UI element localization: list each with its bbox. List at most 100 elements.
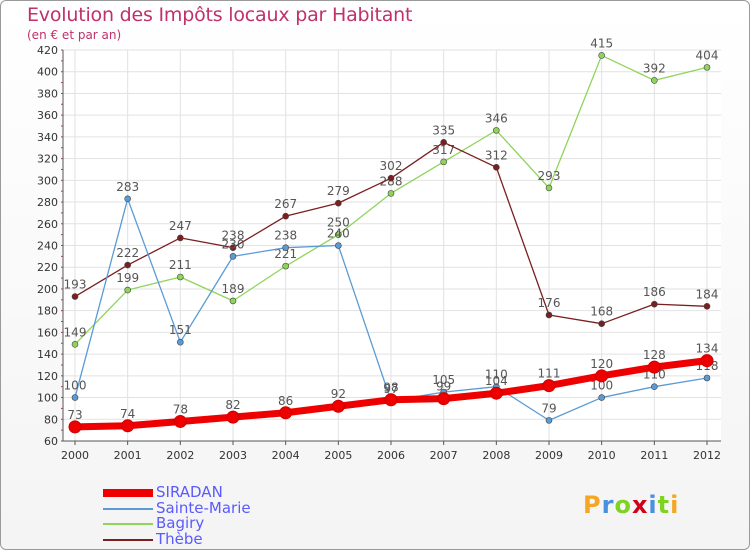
logo-letter: r	[601, 491, 615, 519]
legend-label-th-be: Thèbe	[156, 530, 203, 548]
x-tick-label: 2003	[219, 449, 247, 462]
data-point	[282, 212, 289, 220]
data-label: 346	[485, 111, 508, 125]
x-tick-label: 2002	[166, 449, 194, 462]
data-point	[226, 410, 240, 424]
data-label: 74	[120, 407, 135, 421]
data-label: 100	[64, 379, 87, 393]
data-point	[124, 195, 131, 203]
data-point	[703, 303, 711, 310]
data-label: 404	[696, 48, 719, 62]
data-point	[647, 360, 661, 374]
data-point	[598, 320, 605, 328]
data-label: 151	[169, 323, 192, 337]
data-point	[545, 417, 553, 424]
data-label: 82	[225, 398, 240, 412]
data-label: 149	[64, 325, 87, 339]
y-tick-label: 220	[37, 261, 58, 274]
data-point	[651, 77, 658, 84]
data-point	[71, 394, 79, 401]
data-point	[651, 383, 658, 390]
data-label: 250	[327, 216, 350, 230]
data-label: 111	[538, 367, 561, 381]
data-label: 193	[64, 278, 87, 292]
data-label: 279	[327, 184, 350, 198]
data-point	[282, 244, 289, 251]
data-label: 293	[538, 169, 561, 183]
chart-title: Evolution des Impôts locaux par Habitant	[27, 4, 413, 26]
data-point	[437, 392, 451, 406]
data-point	[703, 374, 711, 382]
data-point	[279, 406, 293, 420]
data-label: 186	[643, 285, 666, 299]
data-label: 189	[222, 282, 245, 296]
data-label: 98	[383, 381, 398, 395]
x-tick-label: 2005	[324, 449, 352, 462]
data-point	[493, 127, 500, 134]
logo-letter: i	[648, 491, 658, 519]
y-tick-label: 400	[37, 66, 58, 79]
data-label: 73	[67, 408, 82, 422]
series-siradan: 73 74 78 82 86 92 98 99 104 111 120 128 134	[67, 342, 718, 434]
data-label: 199	[116, 271, 139, 285]
data-point	[331, 399, 345, 413]
data-label: 211	[169, 258, 192, 272]
legend-label-bagiry: Bagiry	[156, 514, 205, 532]
data-point	[545, 311, 553, 319]
data-point	[71, 341, 79, 348]
y-tick-label: 240	[37, 240, 58, 253]
logo-letter: o	[614, 491, 632, 519]
data-label: 312	[485, 148, 508, 162]
data-label: 240	[327, 227, 350, 241]
data-point	[177, 273, 184, 281]
data-label: 222	[116, 246, 139, 260]
data-point	[229, 297, 237, 305]
data-label: 168	[590, 305, 613, 319]
data-point	[489, 386, 503, 400]
data-label: 230	[222, 237, 245, 251]
data-point	[177, 234, 184, 242]
data-point	[598, 52, 605, 59]
y-tick-label: 300	[37, 174, 58, 187]
data-point	[229, 244, 237, 251]
data-label: 78	[173, 402, 188, 416]
x-tick-label: 2007	[430, 449, 458, 462]
series-bagiry: 149199211189221250288317346293415392404	[64, 36, 719, 348]
data-point	[335, 199, 342, 207]
data-label: 283	[116, 180, 139, 194]
data-point	[124, 286, 131, 294]
x-tick-label: 2008	[482, 449, 510, 462]
data-label: 247	[169, 219, 192, 233]
data-label: 392	[643, 61, 666, 75]
data-point	[335, 242, 342, 249]
data-point	[335, 231, 342, 238]
x-tick-label: 2011	[640, 449, 668, 462]
y-tick-label: 320	[37, 153, 58, 166]
data-point	[703, 64, 711, 71]
data-point	[598, 394, 605, 401]
data-label: 176	[538, 296, 561, 310]
data-point	[384, 393, 398, 407]
y-tick-label: 60	[44, 435, 58, 448]
y-tick-label: 180	[37, 305, 58, 318]
data-point	[440, 139, 447, 146]
chart-subtitle: (en € et par an)	[27, 28, 122, 42]
data-label: 221	[274, 247, 297, 261]
y-tick-label: 200	[37, 283, 58, 296]
legend-label-siradan: SIRADAN	[156, 483, 223, 501]
data-label: 110	[485, 368, 508, 382]
data-point	[651, 300, 658, 308]
y-tick-label: 100	[37, 392, 58, 405]
data-label: 120	[590, 357, 613, 371]
y-tick-label: 80	[44, 413, 58, 426]
logo-letter: P	[583, 491, 602, 519]
data-label: 86	[278, 394, 293, 408]
data-label: 238	[222, 229, 245, 243]
logo-letter: t	[657, 491, 671, 519]
x-tick-label: 2000	[61, 449, 89, 462]
data-label: 267	[274, 197, 297, 211]
x-tick-label: 2004	[272, 449, 300, 462]
data-point	[700, 354, 714, 368]
